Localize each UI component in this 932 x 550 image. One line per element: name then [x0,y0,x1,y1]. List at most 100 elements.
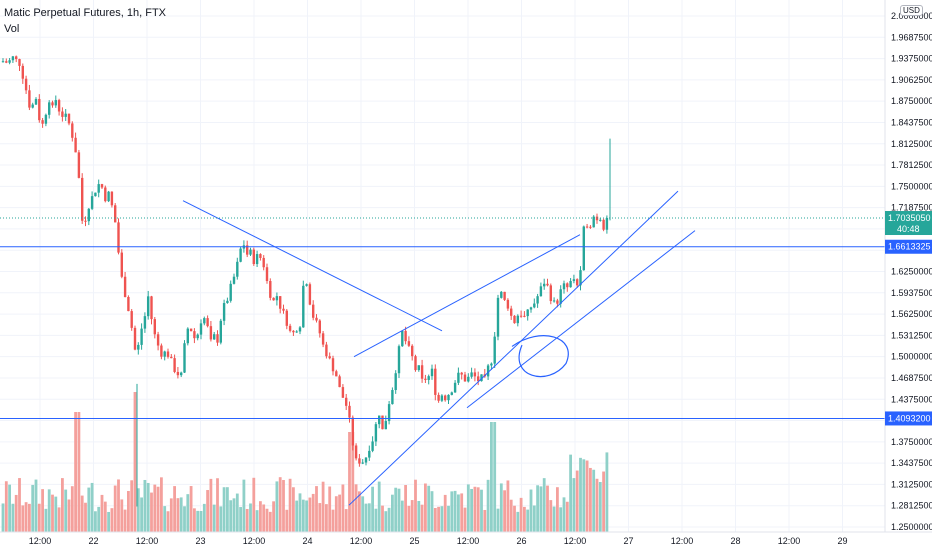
volume-bar [417,500,421,532]
volume-bar [51,494,54,532]
time-tick-label: 12:00 [564,536,587,546]
candle-body [156,334,160,346]
volume-bar [526,509,530,532]
time-axis[interactable]: 12:00 22 12:00 23 12:00 24 12:00 25 12:00 26 12:00… [29,536,848,546]
candle-body [74,137,77,153]
ascending-trendline-2[interactable] [466,230,696,409]
volume-bar [394,487,398,532]
candle-body [170,356,173,359]
circle-annotation[interactable] [511,335,569,378]
candle-body [153,319,156,335]
volume-label[interactable]: Vol [4,23,20,35]
volume-bar [598,482,602,532]
volume-bar [565,501,569,532]
currency-button[interactable]: USD [900,5,923,16]
candle-body [354,445,358,459]
volume-bar [189,486,193,532]
candle-body [513,315,516,324]
candle-body [94,192,97,197]
candle-body [401,330,404,347]
candle-body [11,56,15,61]
volume-bar [31,484,35,532]
volume-bar [84,502,87,532]
volume-bar [457,494,460,532]
candle-body [133,327,137,350]
time-tick-label: 22 [88,536,98,546]
candle-body [213,334,216,340]
time-tick-label: 29 [837,536,847,546]
volume-bar [120,499,124,532]
ascending-trendline-1[interactable] [348,190,679,506]
candle-body [196,334,199,339]
candle-body [579,270,582,286]
candle-body [569,280,572,288]
volume-bar [516,511,520,532]
candle-body [252,249,255,265]
candle-body [120,252,123,277]
candle-body [173,358,176,372]
volume-bar [513,505,516,532]
volume-bar [315,486,318,532]
volume-bar [130,480,134,532]
candle-body [193,331,196,339]
volume-bar [519,497,523,532]
symbol-title[interactable]: Matic Perpetual Futures, 1h, FTX [4,7,167,19]
price-tick-label: 1.9062500 [891,75,932,85]
volume-bar [582,459,586,532]
volume-bar [117,479,120,532]
candle-body [546,283,549,286]
candle-body [38,98,41,121]
time-tick-label: 12:00 [350,536,373,546]
price-axis[interactable]: 2.0000000 1.9687500 1.9375000 1.9062500 1.87… [891,11,932,532]
candle-body [110,191,114,206]
candle-body [262,257,265,268]
candle-body [246,245,249,255]
candle-body [434,368,437,395]
time-tick-label: 12:00 [243,536,266,546]
volume-bar [97,506,101,532]
time-tick-label: 23 [195,536,205,546]
volume-bar [453,490,457,532]
volume-bar [348,432,351,532]
volume-bar [410,500,414,532]
volume-bar [361,496,365,532]
volume-bar [255,510,259,532]
volume-bar [556,487,559,532]
channel-upper-line[interactable] [353,234,581,358]
candle-body [61,111,64,117]
volume-bar [153,484,157,532]
volume-bar [499,483,503,532]
candle-body [18,59,21,66]
last-price-tag [885,211,932,236]
candle-body [272,297,275,301]
volume-bar [470,488,473,532]
candle-body [186,328,189,344]
candle-body [397,346,401,374]
volume-bar [133,392,137,532]
volume-bar [539,486,543,532]
volume-bar [374,508,378,532]
volume-bar [146,482,150,532]
candle-body [335,371,338,377]
candle-body [308,284,312,305]
price-tick-label: 1.3437500 [891,458,932,468]
level-price-tag [885,239,932,254]
bar-countdown: 40:48 [897,224,920,234]
candle-body [41,120,44,124]
volume-bar [169,498,173,532]
volume-bar [292,487,295,532]
volume-bar [80,495,84,532]
candle-body [543,283,546,287]
candle-body [236,261,239,277]
volume-bar [202,503,206,532]
volume-bar [503,490,506,532]
descending-trendline[interactable] [182,200,443,332]
volume-bar [592,469,596,532]
volume-bar [341,484,345,532]
candle-body [490,363,493,366]
volume-bar [90,482,94,532]
candle-body [239,248,242,262]
candle-body [480,374,483,382]
